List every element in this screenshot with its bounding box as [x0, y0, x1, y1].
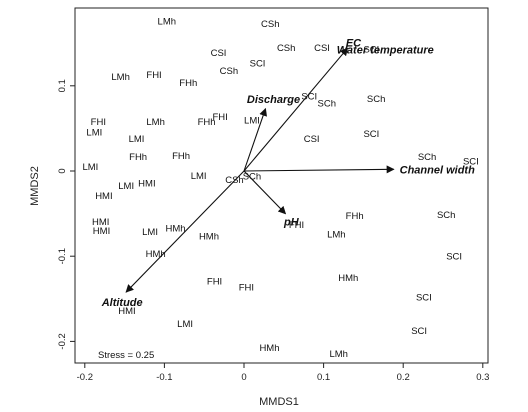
site-label: LMI [142, 227, 158, 238]
x-tick-label: 0.1 [317, 372, 330, 383]
vector-arrow [243, 165, 395, 174]
site-label: LMh [146, 117, 164, 128]
site-label: LMI [177, 319, 193, 330]
vector-arrow [243, 47, 349, 172]
site-label: CSI [314, 43, 330, 54]
site-label: LMh [327, 230, 345, 241]
site-label: CSh [220, 66, 238, 77]
site-label: SCI [411, 326, 427, 337]
vector-label: Water temperature [337, 45, 434, 57]
site-label: CSI [211, 48, 227, 59]
site-label: FHI [91, 117, 106, 128]
site-label: SCI [416, 293, 432, 304]
site-label: FHI [239, 282, 254, 293]
site-label: SCI [250, 58, 266, 69]
x-tick-label: 0.3 [476, 372, 489, 383]
axes: -0.2 -0.1 0 0.1 0.2 0.3 -0.2 -0.1 0 0.1 [57, 79, 489, 383]
x-tick-label: 0 [241, 372, 246, 383]
site-label: LMI [244, 115, 260, 126]
site-label: HMI [95, 191, 112, 202]
site-label: FHI [207, 276, 222, 287]
plot-frame [74, 7, 489, 364]
vector-label: EC [346, 37, 362, 49]
site-label: SCh [318, 98, 336, 109]
site-label: SCh [437, 210, 455, 221]
site-label: SCI [363, 129, 379, 140]
site-label: CSh [277, 43, 295, 54]
site-label: SCh [367, 94, 385, 105]
vector-label: Discharge [247, 94, 300, 106]
site-label: HMh [199, 231, 219, 242]
x-axis-title: MMDS1 [259, 396, 299, 408]
site-label: LMh [158, 17, 176, 28]
site-label: LMI [191, 171, 207, 182]
site-label: LMI [129, 134, 145, 145]
site-label: HMI [93, 226, 110, 237]
site-label: CSh [225, 175, 243, 186]
stress-annotation: Stress = 0.25 [98, 350, 154, 361]
site-label: SCI [463, 156, 479, 167]
site-label: LMI [118, 181, 134, 192]
site-label: HMI [118, 306, 135, 317]
site-label: FHI [212, 112, 227, 123]
vector-arrow [243, 170, 287, 215]
y-tick-label: -0.2 [57, 333, 68, 349]
site-label: LMh [111, 72, 129, 83]
site-label: LMh [329, 349, 347, 360]
y-tick-label: 0 [57, 168, 68, 173]
site-label: CSI [304, 134, 320, 145]
site-label: FHh [198, 117, 216, 128]
vector-label: Altitude [101, 297, 143, 309]
x-tick-label: 0.2 [397, 372, 410, 383]
site-label: FHh [172, 151, 190, 162]
site-label: HMI [138, 178, 155, 189]
site-label: SCI [446, 252, 462, 263]
site-label: FHI [146, 70, 161, 81]
site-label: SCI [301, 92, 317, 103]
site-label: HMh [338, 273, 358, 284]
site-label: LMI [82, 162, 98, 173]
site-label: HMI [92, 217, 109, 228]
site-label: HMh [146, 249, 166, 260]
site-label: FHh [129, 152, 147, 163]
x-tick-label: -0.1 [156, 372, 172, 383]
vector-label: Channel width [400, 164, 475, 176]
site-label: FHh [346, 211, 364, 222]
site-label: HMh [166, 224, 186, 235]
site-label: FHh [179, 78, 197, 89]
x-tick-label: -0.2 [77, 372, 93, 383]
vector-arrow [243, 107, 267, 172]
y-axis-title: MMDS2 [29, 166, 41, 206]
y-tick-label: 0.1 [57, 79, 68, 92]
site-label: HMh [259, 343, 279, 354]
site-label: SCh [243, 172, 261, 183]
site-label: LMI [86, 127, 102, 138]
site-label: SCI [363, 45, 379, 56]
vector-arrow [125, 170, 245, 293]
site-label: SCh [418, 152, 436, 163]
site-label: CSh [261, 19, 279, 30]
vector-label: pH [283, 217, 300, 229]
site-label: FHI [289, 220, 304, 231]
y-tick-label: -0.1 [57, 248, 68, 264]
